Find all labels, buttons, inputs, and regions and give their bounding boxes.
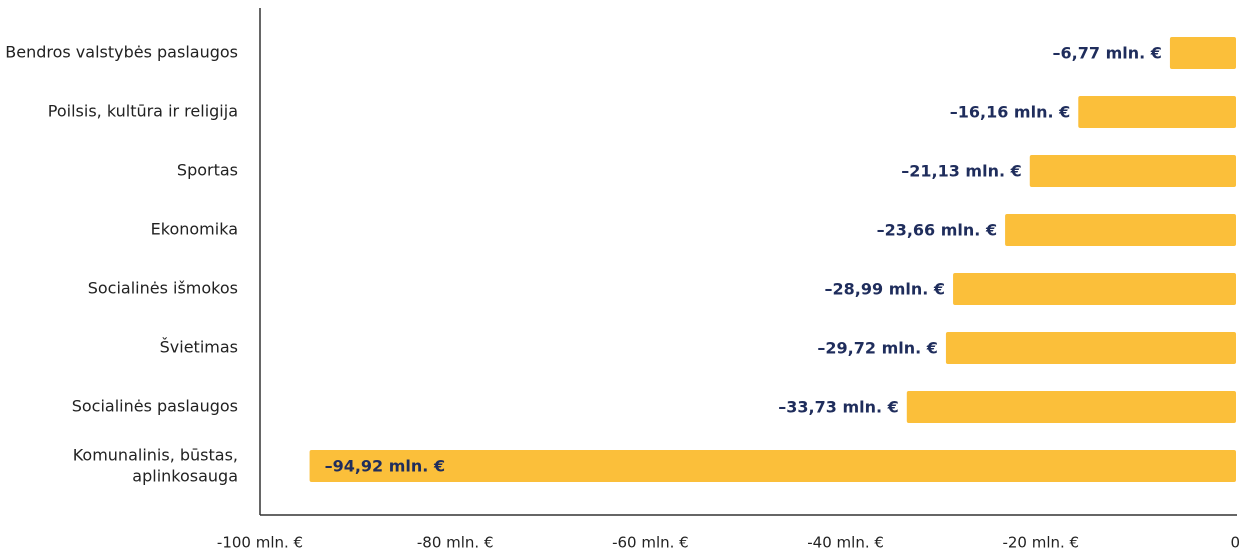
value-label: –16,16 mln. € — [950, 103, 1071, 122]
category-label: Bendros valstybės paslaugos — [5, 43, 238, 62]
x-tick-label: -100 mln. € — [217, 534, 303, 552]
category-label: Ekonomika — [151, 220, 238, 239]
category-label-line: Komunalinis, būstas, — [73, 445, 238, 464]
value-label: –6,77 mln. € — [1053, 44, 1162, 63]
bar — [1005, 214, 1236, 246]
x-tick-label: -60 mln. € — [612, 534, 689, 552]
value-label: –21,13 mln. € — [901, 162, 1022, 181]
bar — [309, 450, 1236, 482]
value-label: –29,72 mln. € — [817, 339, 938, 358]
x-tick-label: -80 mln. € — [417, 534, 494, 552]
value-label: –33,73 mln. € — [778, 398, 899, 417]
value-label: –23,66 mln. € — [877, 221, 998, 240]
category-label: Poilsis, kultūra ir religija — [48, 102, 238, 121]
category-label: Švietimas — [160, 338, 238, 357]
value-label: –94,92 mln. € — [325, 457, 446, 476]
bar — [1169, 37, 1236, 69]
category-label: Sportas — [177, 161, 238, 180]
bar — [1078, 96, 1236, 128]
x-tick-label: -40 mln. € — [807, 534, 884, 552]
bar — [953, 273, 1236, 305]
category-label: Komunalinis, būstas, aplinkosauga — [73, 445, 238, 485]
bar — [1029, 155, 1236, 187]
category-label-line: aplinkosauga — [132, 466, 238, 485]
x-tick-label: -20 mln. € — [1002, 534, 1079, 552]
category-label: Socialinės paslaugos — [72, 397, 238, 416]
x-tick-label: 0 — [1230, 534, 1240, 552]
value-label: –28,99 mln. € — [825, 280, 946, 299]
category-label: Socialinės išmokos — [88, 279, 238, 298]
bar — [945, 332, 1236, 364]
bar — [906, 391, 1236, 423]
